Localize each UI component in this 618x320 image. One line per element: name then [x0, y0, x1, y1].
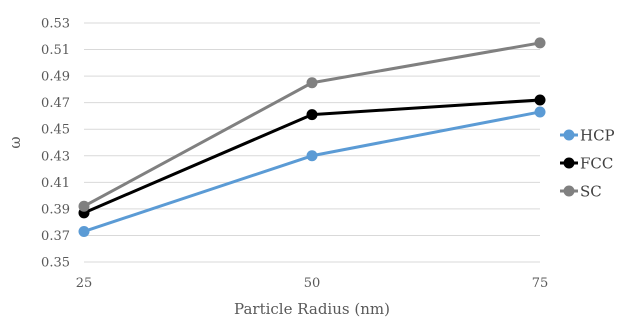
y-tick-label: 0.39 [41, 202, 70, 217]
y-axis-ticks: 0.35 0.37 0.39 0.41 0.43 0.45 0.47 0.49 0.51 0.53 [41, 17, 70, 271]
gridlines [84, 22, 540, 263]
legend-swatch-marker [563, 157, 575, 169]
y-tick-label: 0.41 [41, 176, 70, 191]
data-point-fcc [534, 94, 546, 106]
legend-item-hcp: HCP [560, 127, 615, 145]
x-tick-label: 50 [304, 276, 321, 291]
legend-label: FCC [580, 155, 613, 173]
legend-label: HCP [580, 127, 615, 145]
data-point-fcc [306, 109, 318, 121]
y-tick-label: 0.47 [41, 96, 70, 111]
x-tick-label: 75 [532, 276, 549, 291]
y-tick-label: 0.37 [41, 229, 70, 244]
y-tick-label: 0.49 [41, 70, 70, 85]
legend-item-sc: SC [560, 183, 602, 201]
y-axis-title: ω [6, 136, 24, 148]
y-tick-label: 0.43 [41, 149, 70, 164]
data-point-hcp [534, 106, 546, 118]
data-point-sc [534, 37, 546, 49]
legend-swatch-marker [563, 185, 575, 197]
data-point-hcp [78, 225, 90, 237]
legend-label: SC [580, 183, 602, 201]
x-tick-label: 25 [76, 276, 93, 291]
y-tick-label: 0.51 [41, 43, 70, 58]
x-axis-title: Particle Radius (nm) [234, 300, 390, 318]
data-point-hcp [306, 150, 318, 162]
y-tick-label: 0.45 [41, 123, 70, 138]
y-tick-label: 0.53 [41, 17, 70, 32]
series-lines [82, 41, 542, 233]
legend-swatch-marker [563, 129, 575, 141]
legend: HCP FCC SC [560, 127, 615, 201]
x-axis-ticks: 25 50 75 [76, 276, 549, 291]
legend-item-fcc: FCC [560, 155, 613, 173]
data-point-sc [78, 200, 90, 212]
series-points [78, 37, 546, 237]
y-tick-label: 0.35 [41, 256, 70, 271]
series-line-hcp [82, 110, 542, 233]
data-point-sc [306, 77, 318, 89]
